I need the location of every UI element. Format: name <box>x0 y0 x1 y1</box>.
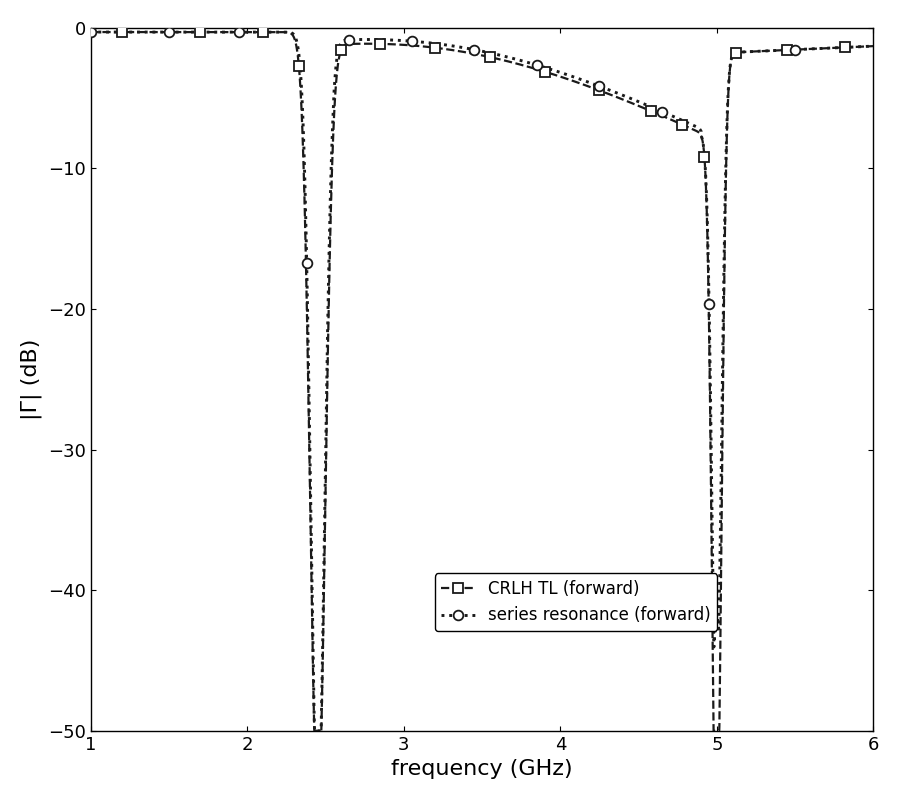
Legend: CRLH TL (forward), series resonance (forward): CRLH TL (forward), series resonance (for… <box>435 574 717 631</box>
X-axis label: frequency (GHz): frequency (GHz) <box>392 759 573 779</box>
Y-axis label: |Γ| (dB): |Γ| (dB) <box>21 338 42 420</box>
